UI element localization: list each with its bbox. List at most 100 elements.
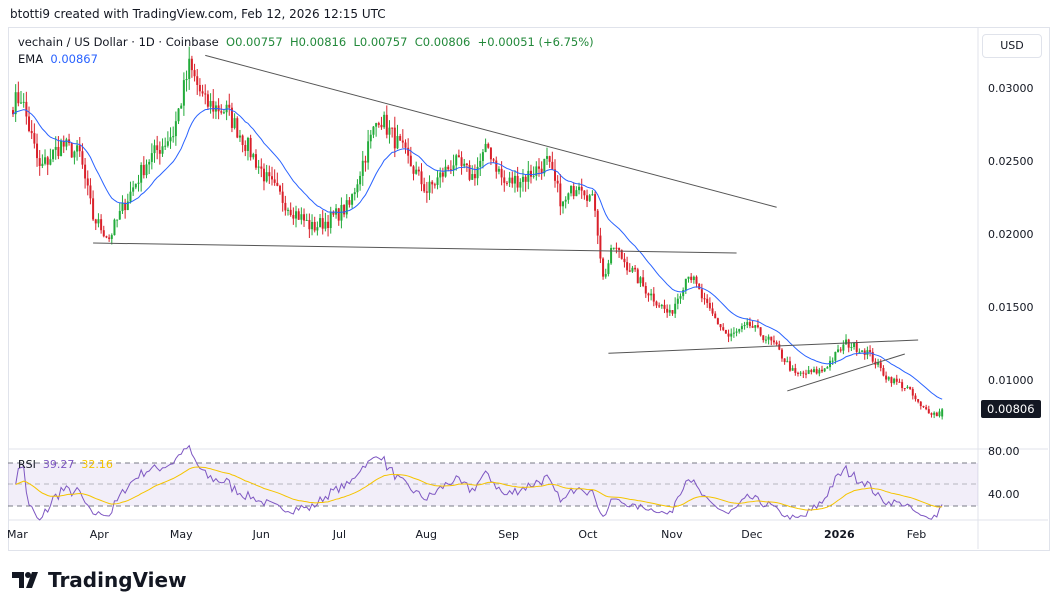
candle-body [692, 276, 695, 281]
candle-body [254, 154, 257, 168]
change: +0.00051 (+6.75%) [477, 35, 594, 49]
candle-body [121, 202, 124, 211]
candle-body [671, 310, 674, 314]
candle-body [618, 247, 621, 251]
candle-body [73, 151, 76, 158]
candle-body [839, 349, 842, 351]
candle-body [770, 336, 773, 341]
candle-body [700, 289, 703, 299]
candle-body [116, 219, 119, 221]
candle-body [813, 369, 815, 373]
candle-body [927, 409, 930, 414]
symbol-legend: vechain / US Dollar · 1D · Coinbase O0.0… [18, 35, 594, 49]
candle-body [746, 322, 749, 326]
time-tick-label: Aug [415, 528, 437, 541]
candle-body [602, 258, 605, 277]
candle-body [110, 235, 113, 239]
candle-body [748, 322, 751, 327]
candle-body [751, 326, 754, 328]
candle-body [118, 210, 121, 220]
candle-body [28, 116, 31, 131]
candle-body [305, 219, 308, 221]
candle-body [313, 221, 316, 231]
candle-body [804, 373, 807, 375]
time-tick-label: Sep [498, 528, 519, 541]
candle-body [295, 211, 298, 219]
candle-body [607, 263, 610, 275]
candle-body [97, 219, 100, 224]
candle-body [756, 325, 759, 328]
candle-body [356, 184, 359, 193]
candle-body [559, 183, 562, 207]
candle-body [554, 169, 557, 181]
rsi-line [15, 444, 943, 521]
candle-body [810, 370, 813, 373]
candle-body [228, 104, 231, 108]
candle-body [20, 102, 23, 104]
candle-body [925, 407, 928, 410]
candle-body [529, 170, 532, 177]
tradingview-logo[interactable]: TradingView [12, 568, 187, 592]
candle-body [588, 195, 591, 201]
candle-body [620, 250, 623, 259]
candle-body [327, 221, 330, 229]
candle-body [332, 212, 335, 215]
candle-body [802, 372, 805, 374]
candle-body [783, 358, 786, 363]
candle-body [666, 308, 669, 313]
candle-body [185, 78, 188, 81]
candle-body [391, 127, 394, 129]
candle-body [583, 190, 586, 196]
candle-body [166, 141, 169, 146]
candle-body [788, 361, 791, 371]
candle-body [917, 399, 920, 402]
candle-body [273, 179, 276, 183]
candle-body [12, 110, 14, 115]
candle-body [818, 369, 821, 374]
candle-body [682, 290, 685, 297]
candle-body [524, 176, 527, 182]
candle-body [743, 325, 746, 327]
candle-body [906, 386, 909, 389]
candle-body [941, 409, 944, 417]
candle-body [359, 175, 362, 185]
candle-body [84, 164, 87, 179]
candle-body [738, 329, 741, 332]
candle-body [169, 137, 172, 142]
candle-body [612, 247, 615, 249]
time-tick-label: May [169, 528, 193, 541]
candle-body [337, 208, 340, 221]
candle-body [708, 302, 711, 309]
candle-body [439, 172, 442, 178]
candle-body [238, 135, 241, 138]
candle-body [204, 93, 207, 95]
candle-body [457, 155, 460, 158]
candle-body [535, 166, 538, 176]
currency-button[interactable]: USD [982, 34, 1042, 58]
rsi-label: RSI [18, 458, 36, 471]
candle-body [631, 267, 634, 272]
ema-line [12, 108, 943, 400]
candle-body [287, 209, 290, 211]
candle-body [732, 332, 735, 334]
candle-body [551, 161, 554, 170]
candle-body [778, 344, 781, 350]
candle-body [113, 219, 116, 236]
candle-body [644, 285, 647, 294]
price-tick-label: 0.01000 [988, 374, 1034, 387]
candle-body [706, 298, 709, 303]
candle-body [626, 262, 629, 271]
candle-body [540, 168, 543, 174]
candle-body [887, 377, 890, 380]
candle-body [546, 156, 548, 159]
candle-body [893, 378, 896, 384]
candle-body [623, 258, 626, 263]
candle-body [909, 386, 912, 390]
candle-body [604, 274, 607, 277]
candle-body [102, 230, 105, 237]
candle-body [476, 166, 479, 179]
candle-body [890, 377, 893, 384]
candle-body [236, 118, 239, 138]
candle-body [885, 375, 888, 380]
